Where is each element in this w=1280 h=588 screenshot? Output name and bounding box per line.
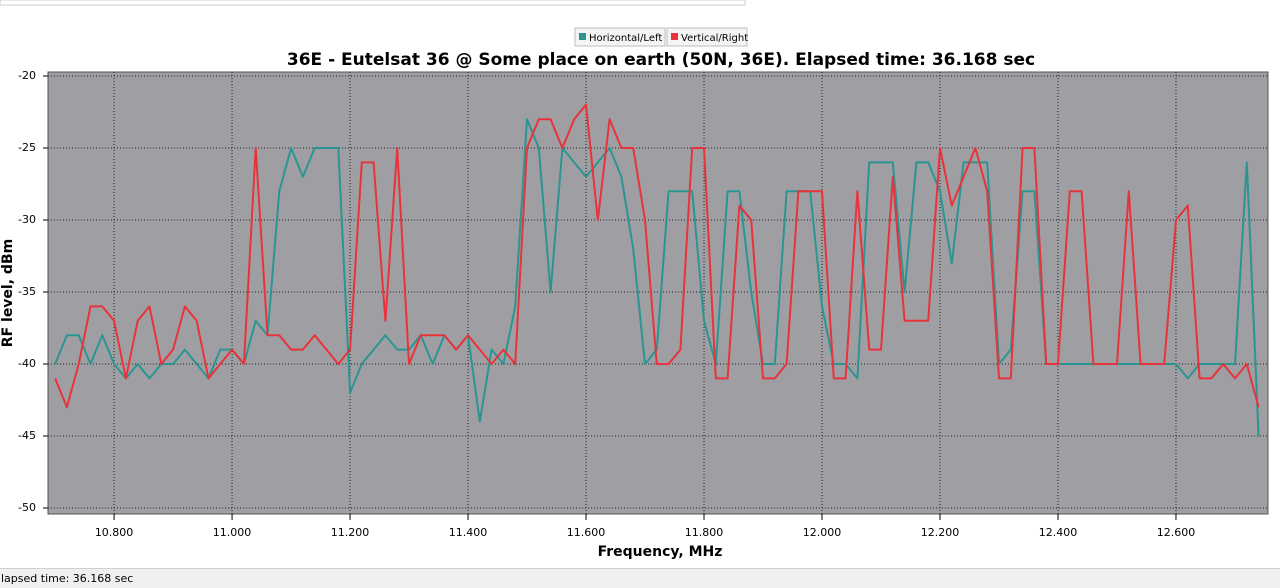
x-tick-label: 12.400 (1039, 526, 1078, 539)
legend-label: Vertical/Right (681, 33, 748, 44)
legend-item: Horizontal/Left (574, 27, 666, 47)
x-tick-label: 11.800 (685, 526, 724, 539)
x-tick-label: 11.600 (567, 526, 606, 539)
y-tick-label: -45 (18, 429, 36, 442)
chart-title: 36E - Eutelsat 36 @ Some place on earth … (287, 50, 1035, 70)
y-tick-label: -25 (18, 141, 36, 154)
legend-box (666, 27, 748, 47)
y-tick-label: -50 (18, 501, 36, 514)
legend-label: Horizontal/Left (589, 33, 662, 44)
y-tick-label: -40 (18, 357, 36, 370)
top-strip (0, 0, 746, 6)
series-line (54, 103, 1260, 409)
x-axis-label: Frequency, MHz (598, 544, 723, 560)
x-tick-label: 12.600 (1157, 526, 1196, 539)
y-tick-label: -35 (18, 285, 36, 298)
y-tick-label: -20 (18, 69, 36, 82)
x-tick-label: 11.400 (449, 526, 488, 539)
x-tick-label: 10.800 (95, 526, 134, 539)
y-tick-label: -30 (18, 213, 36, 226)
x-tick-label: 11.000 (213, 526, 252, 539)
y-axis-label: RF level, dBm (0, 239, 16, 347)
x-tick-label: 12.200 (921, 526, 960, 539)
legend-swatch (579, 33, 586, 40)
plot-area (47, 71, 1269, 515)
legend-box (574, 27, 666, 47)
legend-swatch (671, 33, 678, 40)
chart: 36E - Eutelsat 36 @ Some place on earth … (0, 0, 1280, 568)
status-bar: lapsed time: 36.168 sec (0, 568, 1280, 588)
x-tick-label: 12.000 (803, 526, 842, 539)
x-tick-label: 11.200 (331, 526, 370, 539)
legend-item: Vertical/Right (666, 27, 748, 47)
